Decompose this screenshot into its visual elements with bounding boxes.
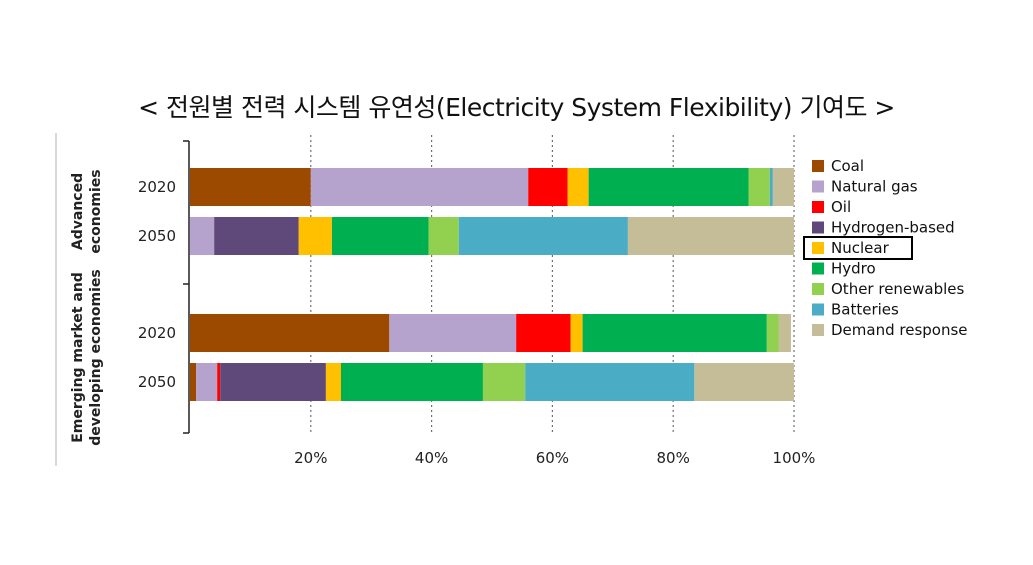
legend-label: Coal [831,157,864,175]
bar-segment [389,314,517,352]
bar-segment [627,217,794,255]
bar-segment [516,314,571,352]
bar-segment [190,314,390,352]
group-label-line: Emerging market and [70,272,86,443]
legend-swatch [812,303,824,316]
bar-segment [588,168,749,206]
group-label-line: developing economies [88,269,104,445]
year-label: 2020 [138,324,176,342]
bar-segment [458,217,628,255]
chart-title: < 전원별 전력 시스템 유연성(Electricity System Flex… [138,93,895,122]
legend-swatch [812,283,824,295]
bar-segment [482,363,526,401]
bar-segment [190,363,197,401]
bar-segment [341,363,483,401]
bar-segment [214,217,299,255]
bar-segment [217,363,221,401]
bar-segment [190,168,311,206]
bar-segment [196,363,218,401]
bar-segment [570,314,583,352]
bar-segment [694,363,794,401]
x-tick-label: 20% [294,449,327,467]
legend-label: Hydro [831,260,876,278]
year-label: 2050 [138,373,176,391]
bar-segment [310,168,529,206]
x-tick-label: 60% [536,449,569,467]
bar-segment [428,217,459,255]
x-tick-label: 100% [773,449,816,467]
bar-segment [748,168,770,206]
legend: Coal Natural gas Oil Hydrogen-based Nuclear H… [803,157,968,339]
bar-segment [528,168,568,206]
bar-segment [331,217,429,255]
group-label-line: economies [88,169,104,253]
legend-swatch [812,242,824,254]
legend-swatch [812,201,824,213]
x-tick-label: 80% [657,449,690,467]
bar-segment [772,168,794,206]
legend-label: Other renewables [831,280,965,298]
legend-swatch [812,180,824,193]
legend-swatch [812,324,824,336]
legend-swatch [812,221,824,234]
x-tick-label: 40% [415,449,448,467]
y-axis [183,140,190,434]
bar-segment [220,363,326,401]
legend-label: Natural gas [831,178,918,196]
legend-highlight-box [803,236,913,260]
legend-swatch [812,262,824,275]
legend-swatch [812,160,824,172]
legend-label: Batteries [831,301,899,319]
bar-segment [325,363,341,401]
year-label: 2020 [138,178,176,196]
group-label: Emerging market and developing economies [70,269,104,445]
bar-segment [298,217,332,255]
bars [190,168,794,401]
group-label: Advanced economies [70,169,104,253]
bar-segment [766,314,779,352]
legend-label: Oil [831,198,851,216]
bar-segment [525,363,695,401]
y-axis-labels: 2020 2050 2020 2050 Advanced economies Emergin… [70,169,176,445]
bar-segment [582,314,767,352]
bar-segment [190,217,215,255]
year-label: 2050 [138,227,176,245]
bar-segment [567,168,589,206]
legend-label: Hydrogen-based [831,219,955,237]
group-label-line: Advanced [70,173,86,250]
bar-segment [769,168,773,206]
legend-label: Nuclear [831,239,890,257]
x-axis-tick-labels: 20% 40% 60% 80% 100% [294,449,815,467]
legend-label: Demand response [831,321,968,339]
bar-segment [778,314,791,352]
